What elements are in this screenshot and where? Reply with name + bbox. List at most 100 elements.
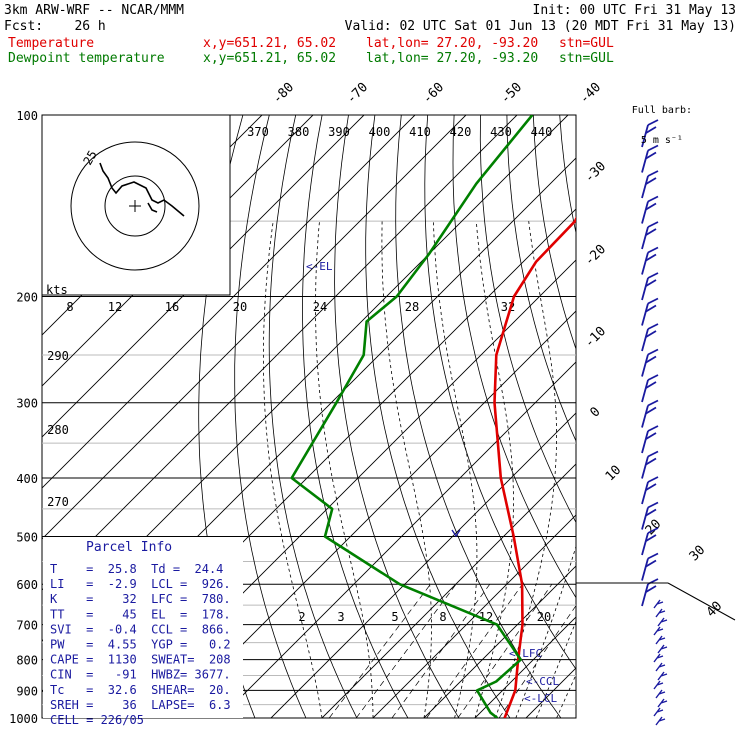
moist-adiabat [474,221,514,718]
hodo-speed-label: 24 [313,300,327,314]
isotherm-label: -80 [270,80,297,107]
dewpoint-legend: Dewpoint temperature [8,51,165,66]
pressure-label: 700 [16,619,38,633]
theta-label: 280 [47,423,69,437]
mixing-ratio-label: 20 [537,610,551,624]
valid-time: Valid: 02 UTC Sat 01 Jun 13 (20 MDT Fri … [344,19,736,34]
moist-adiabat [315,221,374,718]
isotherm-label: -40 [577,80,604,107]
mixing-ratio-line [426,584,523,718]
theta-label: 390 [328,125,350,139]
isotherm-label: 10 [603,463,625,485]
isotherm [525,667,576,718]
hodo-units: kts [46,283,68,297]
wind-barb-low [653,599,664,609]
pressure-label: 800 [16,654,38,668]
dry-adiabat [506,115,576,443]
parcel-title: Parcel Info [86,540,172,555]
hodo-speed-label: 8 [66,300,73,314]
dry-adiabat [234,115,307,718]
parcel-row: K = 32 LFC = 780. [50,592,231,606]
forecast-hour: Fcst: 26 h [4,19,106,34]
wind-barb-low [653,653,664,663]
wind-barb-low [655,689,666,699]
isotherm [42,115,518,591]
wind-barb [641,425,659,454]
theta-label: 420 [450,125,472,139]
mixing-ratio-line [457,584,553,718]
isotherm-label: 0 [587,404,603,420]
wind-barb [641,399,659,428]
dry-adiabat [424,115,576,670]
isotherm [474,616,576,718]
dewpoint-line [290,115,534,718]
temp-station: stn=GUL [559,36,614,51]
wind-barb [641,476,659,505]
hodo-speed-label: 20 [233,300,247,314]
wind-barb-low [657,644,668,654]
hodo-ring-inner [104,175,166,237]
pressure-label: 300 [16,397,38,411]
theta-label: 440 [531,125,553,139]
isotherm [42,115,365,438]
el-label: <-EL [306,260,333,273]
ccl-label: <-CCL [526,675,559,688]
wind-barb [641,119,659,148]
isotherm [321,463,576,718]
wind-barb-low [657,671,668,681]
dry-adiabat [692,115,740,718]
hodo-trace [99,162,185,217]
isotherm [372,514,576,718]
theta-label: 370 [247,125,269,139]
dry-adiabat [586,115,740,718]
moist-adiabat [381,221,432,718]
parcel-row: PW = 4.55 YGP = 0.2 [50,638,231,652]
isotherm [219,361,576,718]
isotherm [168,310,576,718]
wind-barb-low [653,680,664,690]
hodo-ring-outer [70,141,200,271]
moist-adiabat [515,544,576,718]
wind-barb [641,246,659,275]
temperature-line [493,216,576,718]
isotherm-label: -50 [498,80,525,107]
isotherm-label: 20 [643,517,665,539]
dry-adiabat [268,115,358,718]
pressure-label: 100 [16,109,38,123]
mixing-ratio-label: 5 [391,610,398,624]
mixing-ratio-line [328,584,431,718]
hodo-speed-label: 28 [405,300,419,314]
wind-barb [641,450,659,479]
wind-barb [641,195,659,224]
theta-label: 380 [288,125,310,139]
wind-barb [641,221,659,250]
theta-label: 270 [47,495,69,509]
temp-latlon: lat,lon= 27.20, -93.20 [366,36,539,51]
dry-adiabat [613,115,740,718]
wind-barb [641,552,659,581]
wind-key: Full barb: 5 m s⁻¹ [632,86,692,166]
wind-barb [641,170,659,199]
dew-station: stn=GUL [559,51,614,66]
hodo-speed-label: 12 [108,300,122,314]
pressure-label: 500 [16,530,38,544]
hodo-ring-label: 25 [80,148,99,168]
parcel-row: SVI = -0.4 CCL = 866. [50,622,231,636]
dry-adiabat [559,115,576,235]
mixing-ratio-label: 3 [337,610,344,624]
hodo-trace-tail [147,202,158,213]
isotherm [42,115,467,540]
wind-barb [641,144,659,173]
wind-barb-low [657,698,668,708]
isotherm-label: 30 [687,543,709,565]
temp-xy: x,y=651.21, 65.02 [203,36,337,51]
dry-adiabat [334,115,460,718]
moist-adiabat [556,673,576,718]
mixing-ratio-line [355,584,457,718]
isotherm-label: -20 [582,242,609,269]
mixing-ratio-label: 2 [298,610,305,624]
pressure-label: 400 [16,472,38,486]
dry-adiabat [365,115,511,718]
